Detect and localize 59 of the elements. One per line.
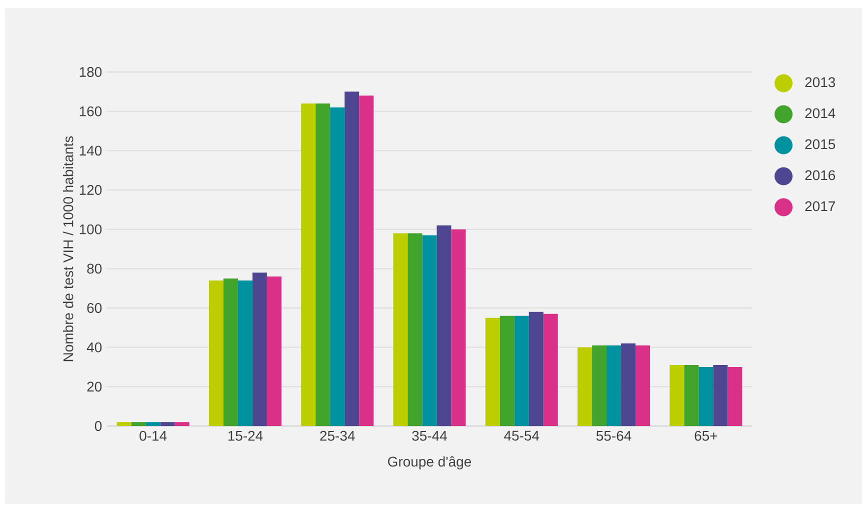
bar	[670, 365, 684, 426]
bar	[684, 365, 699, 426]
bar	[316, 103, 330, 426]
x-tick-label: 45-54	[504, 430, 540, 441]
bar	[131, 422, 146, 426]
bar	[451, 229, 466, 426]
legend-label: 2014	[805, 108, 836, 118]
bar	[408, 233, 422, 426]
bar	[636, 345, 650, 426]
y-tick-label: 0	[94, 421, 102, 431]
y-tick-label: 60	[87, 303, 102, 313]
x-tick-label: 35-44	[412, 430, 447, 441]
y-tick-label: 160	[80, 106, 102, 116]
bar	[252, 272, 267, 426]
x-tick-label: 55-64	[596, 430, 632, 441]
bar	[393, 233, 408, 426]
y-axis-title: Nombre de test VIH / 1000 habitants	[62, 136, 74, 362]
bar	[528, 312, 544, 426]
bar	[514, 316, 529, 426]
bar	[344, 92, 360, 426]
y-tick-label: 120	[80, 185, 102, 195]
legend-label: 2015	[805, 139, 836, 150]
bar	[266, 276, 282, 426]
x-axis-title: Groupe d'âge	[388, 456, 472, 470]
bar	[238, 280, 252, 426]
bar	[713, 365, 728, 426]
x-tick-label: 65+	[694, 430, 718, 441]
legend-label: 2017	[805, 201, 835, 212]
bar	[174, 422, 190, 426]
bar	[698, 367, 714, 426]
y-tick-label: 100	[80, 224, 102, 234]
y-tick-label: 180	[80, 67, 102, 77]
bar	[330, 107, 345, 426]
x-tick-label: 25-34	[320, 430, 355, 441]
bar	[621, 343, 636, 426]
bar	[301, 103, 316, 426]
bar	[223, 278, 238, 426]
bar	[485, 318, 500, 426]
x-tick-label: 15-24	[228, 430, 263, 441]
bar	[592, 345, 607, 426]
bar	[146, 422, 160, 426]
y-tick-label: 40	[86, 342, 102, 352]
x-tick-label: 0-14	[140, 430, 167, 441]
bar	[500, 316, 514, 426]
bar	[436, 225, 452, 426]
bar	[422, 235, 437, 426]
bar	[359, 96, 374, 426]
bar	[606, 345, 622, 426]
legend-label: 2016	[805, 170, 836, 180]
bar	[728, 367, 742, 426]
bar	[116, 422, 132, 426]
bar	[543, 314, 558, 426]
bar	[160, 422, 175, 426]
bar	[208, 280, 224, 426]
legend-label: 2013	[805, 77, 836, 88]
y-tick-label: 140	[80, 146, 102, 156]
y-tick-label: 20	[87, 382, 102, 392]
y-tick-label: 80	[87, 264, 102, 274]
bar	[578, 347, 592, 426]
